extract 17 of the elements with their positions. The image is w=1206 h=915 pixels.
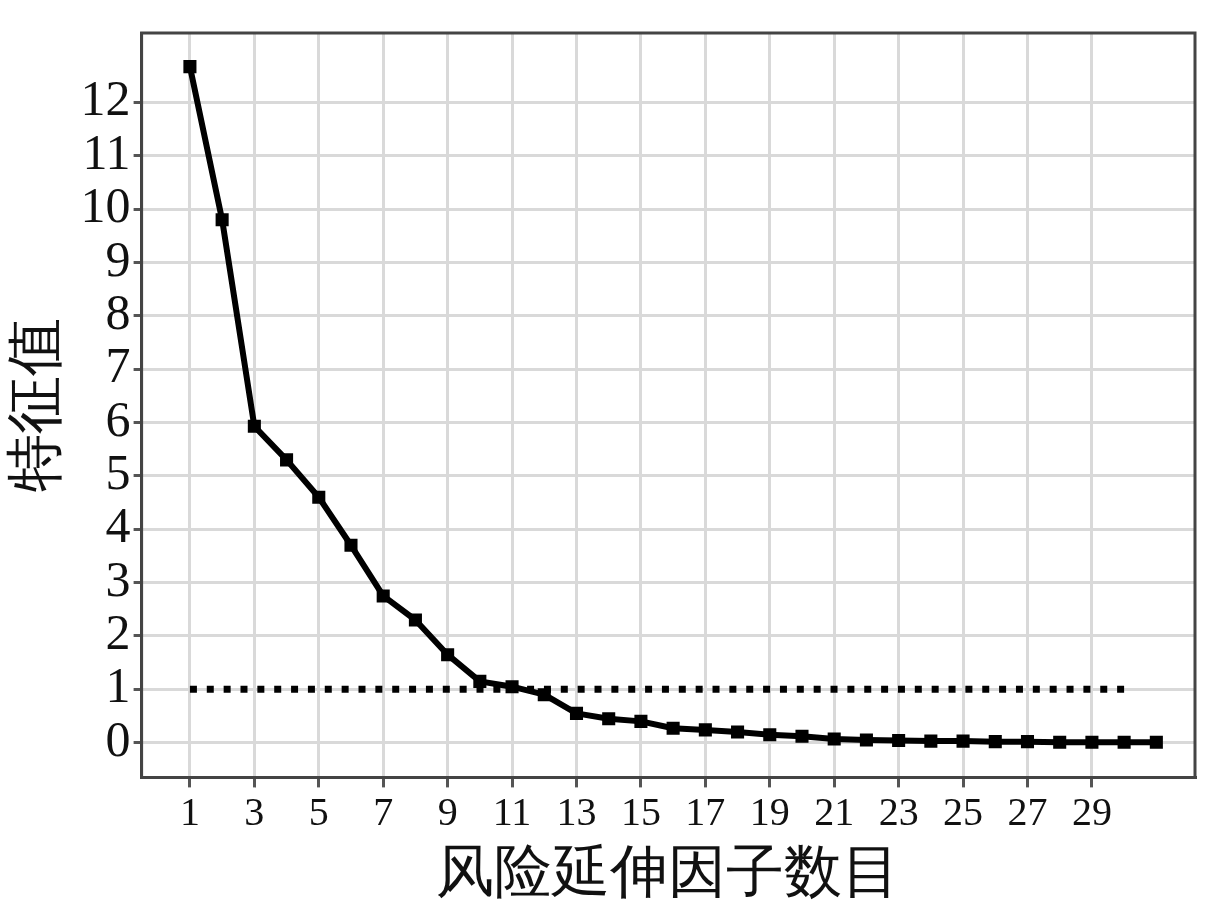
x-tick-label: 7 [373,788,394,834]
x-tick-label: 27 [1007,788,1048,834]
x-tick-label: 25 [943,788,984,834]
x-tick-label: 3 [244,788,265,834]
x-tick-label: 5 [308,788,329,834]
x-tick-label: 15 [620,788,661,834]
x-tick-label: 11 [492,788,532,834]
x-tick-label: 9 [437,788,458,834]
y-axis-title: 特征值 [2,318,68,493]
x-tick-label: 13 [556,788,597,834]
x-tick-label: 29 [1071,788,1112,834]
x-tick-label: 21 [814,788,855,834]
x-axis-title: 风险延伸因子数目 [436,839,901,905]
x-tick-label: 23 [878,788,919,834]
x-tick-label: 17 [685,788,726,834]
x-tick-label: 1 [179,788,200,834]
x-tick-label: 19 [749,788,790,834]
